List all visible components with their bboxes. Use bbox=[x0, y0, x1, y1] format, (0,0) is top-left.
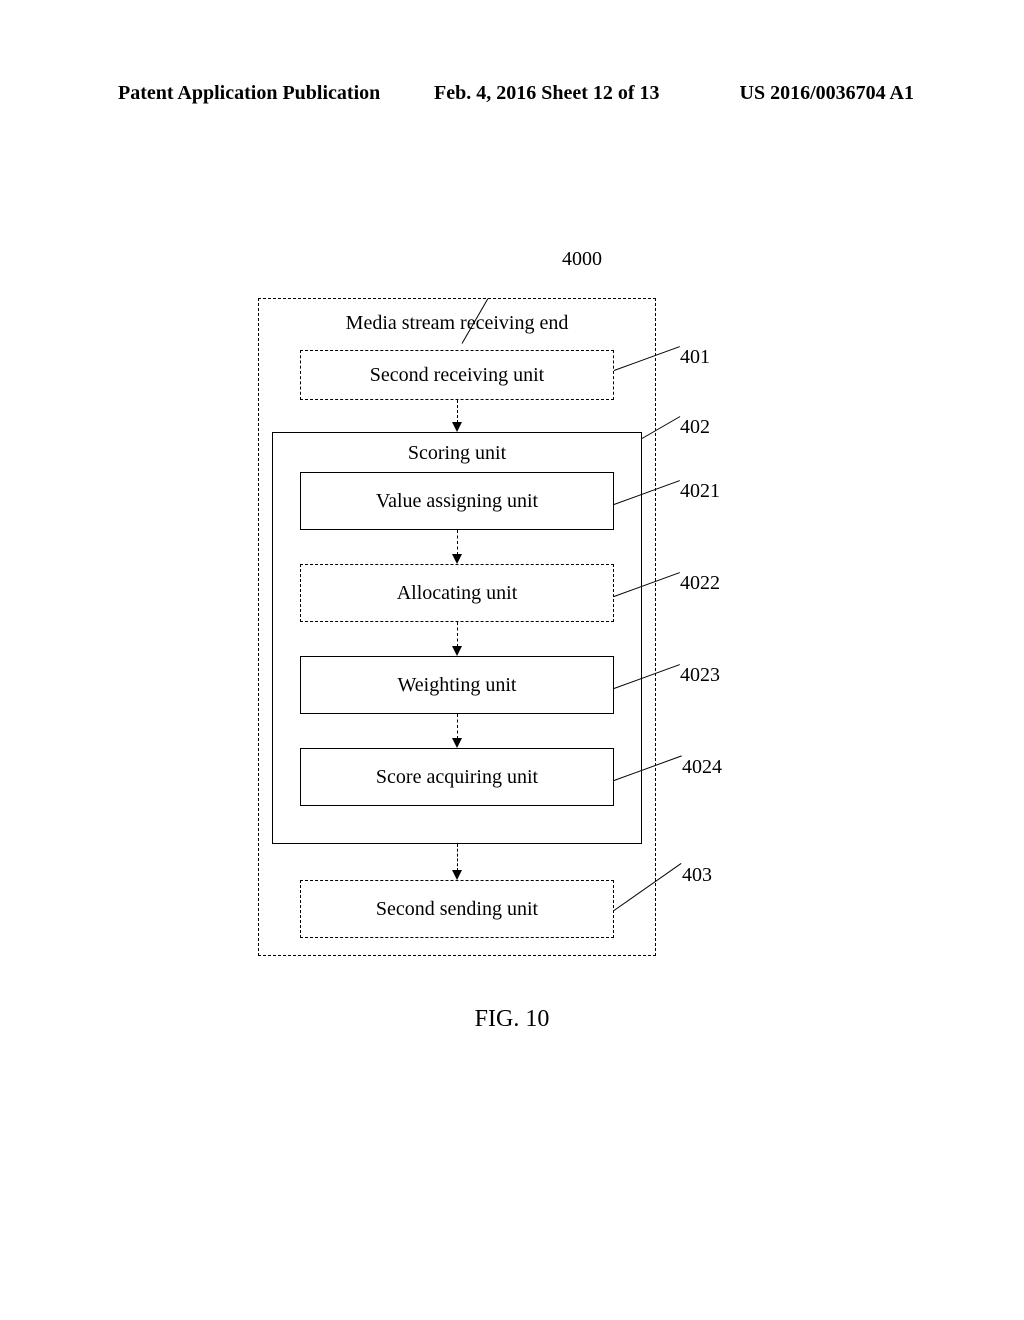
arrow-head-icon bbox=[452, 422, 462, 432]
connector bbox=[457, 530, 458, 555]
ref-4021: 4021 bbox=[680, 480, 720, 503]
score-acquiring-unit: Score acquiring unit bbox=[300, 748, 614, 806]
connector bbox=[457, 714, 458, 739]
connector bbox=[457, 844, 458, 871]
ref-4022: 4022 bbox=[680, 572, 720, 595]
header-left: Patent Application Publication bbox=[118, 82, 380, 105]
weighting-unit: Weighting unit bbox=[300, 656, 614, 714]
ref-403: 403 bbox=[682, 864, 712, 887]
arrow-head-icon bbox=[452, 646, 462, 656]
arrow-head-icon bbox=[452, 870, 462, 880]
header-right: US 2016/0036704 A1 bbox=[740, 82, 914, 105]
ref-4023: 4023 bbox=[680, 664, 720, 687]
figure-caption: FIG. 10 bbox=[0, 1006, 1024, 1033]
block-diagram: Media stream receiving end Second receivi… bbox=[258, 298, 728, 978]
second-sending-unit: Second sending unit bbox=[300, 880, 614, 938]
connector bbox=[457, 400, 458, 423]
scoring-unit-title: Scoring unit bbox=[272, 442, 642, 465]
arrow-head-icon bbox=[452, 738, 462, 748]
ref-4000: 4000 bbox=[562, 248, 602, 271]
header-mid: Feb. 4, 2016 Sheet 12 of 13 bbox=[434, 82, 660, 105]
value-assigning-unit: Value assigning unit bbox=[300, 472, 614, 530]
ref-401: 401 bbox=[680, 346, 710, 369]
second-receiving-unit: Second receiving unit bbox=[300, 350, 614, 400]
allocating-unit: Allocating unit bbox=[300, 564, 614, 622]
page: Patent Application Publication Feb. 4, 2… bbox=[0, 0, 1024, 1320]
ref-4024: 4024 bbox=[682, 756, 722, 779]
ref-402: 402 bbox=[680, 416, 710, 439]
container-title: Media stream receiving end bbox=[258, 312, 656, 335]
arrow-head-icon bbox=[452, 554, 462, 564]
connector bbox=[457, 622, 458, 647]
